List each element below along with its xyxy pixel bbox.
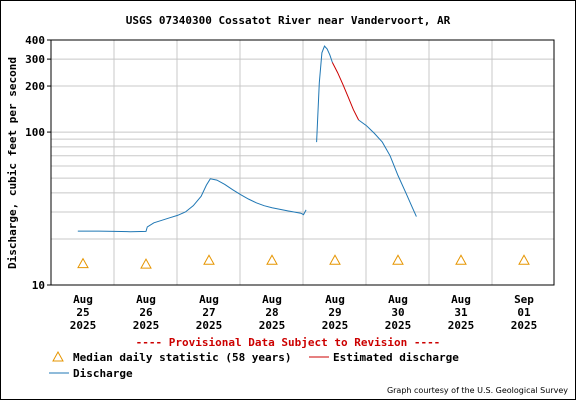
x-tick-label-line: 2025 (196, 319, 223, 332)
x-tick-label-line: 2025 (70, 319, 97, 332)
median-triangle-marker (518, 254, 530, 265)
x-tick-label-line: 26 (139, 306, 153, 319)
y-tick-label: 10 (32, 279, 45, 292)
x-tick-label-line: 2025 (448, 319, 475, 332)
x-tick-label-line: 30 (391, 306, 404, 319)
chart-title: USGS 07340300 Cossatot River near Vander… (126, 14, 451, 27)
y-tick-label: 200 (25, 80, 45, 93)
x-tick-label: Aug 25 2025 (70, 293, 97, 332)
median-triangle-marker (77, 257, 89, 269)
grid (51, 40, 554, 285)
x-tick-label-line: Aug (199, 293, 219, 306)
x-tick-label: Aug 27 2025 (196, 293, 223, 332)
legend-discharge-label: Discharge (73, 367, 133, 380)
provisional-note: ---- Provisional Data Subject to Revisio… (136, 336, 441, 349)
x-tick-label-line: 2025 (511, 319, 538, 332)
series-line (316, 45, 333, 143)
median-triangle-marker (392, 254, 404, 265)
median-triangle-marker (266, 254, 278, 265)
y-axis-ticks: 10 100 200 300 400 (25, 34, 51, 292)
x-tick-label: Aug 29 2025 (322, 293, 349, 332)
x-tick-label-line: 2025 (322, 319, 349, 332)
x-tick-label-line: 01 (517, 306, 531, 319)
x-tick-label-line: 27 (202, 306, 215, 319)
x-tick-label: Aug 31 2025 (448, 293, 475, 332)
credit-text: Graph courtesy of the U.S. Geological Su… (387, 386, 568, 395)
x-tick-label-line: 25 (76, 306, 89, 319)
x-tick-label-line: Aug (136, 293, 156, 306)
x-tick-label: Sep 01 2025 (511, 293, 538, 332)
x-tick-label-line: Aug (388, 293, 408, 306)
median-triangle-marker (203, 254, 215, 265)
x-tick-label-line: 31 (454, 306, 468, 319)
x-tick-label-line: Aug (262, 293, 282, 306)
x-tick-label-line: 2025 (259, 319, 286, 332)
median-triangle-marker (140, 258, 152, 269)
legend-median-label: Median daily statistic (58 years) (73, 351, 292, 364)
x-tick-label: Aug 26 2025 (133, 293, 160, 332)
series-line (77, 178, 307, 233)
y-tick-label: 300 (25, 53, 45, 66)
legend-estimated-label: Estimated discharge (333, 351, 459, 364)
plot-border (50, 39, 555, 286)
median-triangle-marker (455, 254, 467, 265)
y-axis-label: Discharge, cubic feet per second (6, 57, 19, 269)
series-line (358, 119, 417, 217)
legend-median-triangle-icon (52, 350, 64, 362)
x-tick-label-line: Aug (451, 293, 471, 306)
series-lines (77, 45, 417, 233)
y-tick-label: 100 (25, 126, 45, 139)
x-tick-label-line: 28 (265, 306, 278, 319)
x-tick-label: Aug 30 2025 (385, 293, 412, 332)
legend: Median daily statistic (58 years) Estima… (49, 350, 459, 380)
median-markers (77, 254, 530, 269)
x-tick-label-line: 2025 (133, 319, 160, 332)
x-tick-label: Aug 28 2025 (259, 293, 286, 332)
series-line (331, 62, 360, 121)
y-tick-label: 400 (25, 34, 45, 47)
x-tick-label-line: 2025 (385, 319, 412, 332)
x-tick-label-line: 29 (328, 306, 341, 319)
x-tick-label-line: Sep (514, 293, 534, 306)
x-tick-label-line: Aug (73, 293, 93, 306)
x-tick-label-line: Aug (325, 293, 345, 306)
median-triangle-marker (329, 254, 341, 265)
